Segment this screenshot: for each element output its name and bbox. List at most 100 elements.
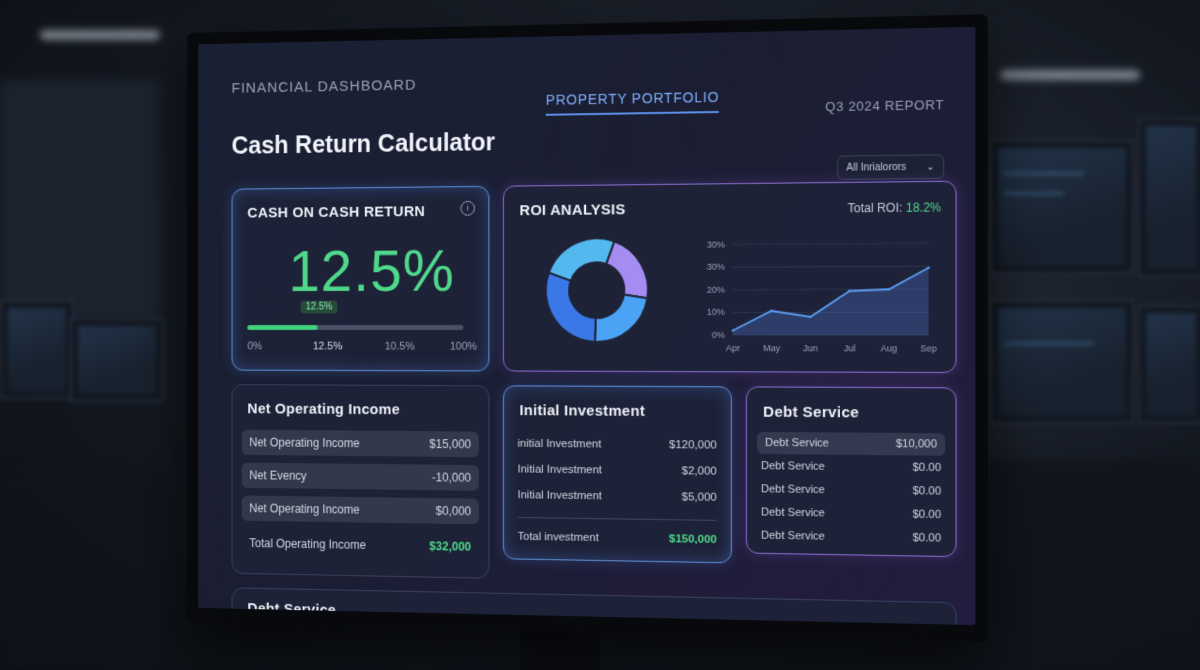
background-monitor <box>1138 305 1200 424</box>
y-tick-label: 10% <box>707 307 725 317</box>
debt-service-card: Debt Service Debt Service $10,000 Debt Se… <box>746 386 957 557</box>
row-label: Net Operating Income <box>249 496 359 523</box>
y-tick-label: 20% <box>707 285 725 295</box>
row-value: $5,000 <box>682 491 717 503</box>
report-label: Q3 2024 REPORT <box>825 97 944 114</box>
total-label: Total investment <box>518 531 599 544</box>
total-value: $32,000 <box>429 533 471 559</box>
x-tick-label: May <box>763 343 781 353</box>
total-value: $150,000 <box>669 533 717 546</box>
total-label: Total Operating Income <box>249 530 366 557</box>
background-monitor <box>990 140 1134 274</box>
debt-row: Debt Service $0.00 <box>761 460 941 474</box>
x-tick-label: Aug <box>881 343 898 353</box>
background-desk <box>985 460 1200 670</box>
noi-title: Net Operating Income <box>247 401 400 419</box>
row-value: $0.00 <box>913 508 941 521</box>
coc-value: 12.5% <box>288 236 454 304</box>
progress-tick: 100% <box>450 341 477 353</box>
row-label: Initial Investment <box>518 489 602 502</box>
debt-row: Debt Service $0.00 <box>761 530 941 545</box>
roi-chart: 0% 10% 20% 30% 30% Apr May Jun Jul Aug Sep <box>504 182 958 374</box>
row-value: $0.00 <box>913 485 941 498</box>
info-icon[interactable]: i <box>460 201 474 216</box>
row-label: Debt Service <box>761 530 825 543</box>
row-label: Net Operating Income <box>249 430 359 456</box>
debt-row: Debt Service $10,000 <box>757 432 945 456</box>
data-point <box>809 316 811 318</box>
data-point <box>848 290 850 292</box>
row-value: $15,000 <box>429 431 471 457</box>
noi-row: Net Operating Income $15,000 <box>242 430 479 458</box>
noi-row: Net Evency -10,000 <box>242 463 479 491</box>
row-value: $0,000 <box>436 498 471 524</box>
divider <box>518 517 717 521</box>
y-tick-label: 0% <box>712 330 725 340</box>
row-value: $2,000 <box>682 465 717 477</box>
cash-on-cash-card: CASH ON CASH RETURN i 12.5% 12.5% 0% 12.… <box>232 186 490 372</box>
area-fill <box>733 268 929 335</box>
x-tick-label: Jun <box>803 343 818 353</box>
background-monitor <box>1138 118 1200 277</box>
y-tick-label: 30% <box>707 239 725 249</box>
x-tick-label: Sep <box>920 343 937 353</box>
net-operating-income-card: Net Operating Income Net Operating Incom… <box>232 384 490 579</box>
debt-row: Debt Service $0.00 <box>761 506 941 521</box>
row-value: $0.00 <box>913 532 941 545</box>
page-title: Cash Return Calculator <box>232 128 496 160</box>
dropdown-value: All Inrialorors <box>846 162 906 174</box>
chevron-down-icon: ⌄ <box>926 155 935 180</box>
row-value: $10,000 <box>896 433 937 456</box>
donut-slice <box>546 272 596 341</box>
investment-total-row: Total investment $150,000 <box>518 531 717 546</box>
progress-tick: 12.5% <box>313 341 342 353</box>
data-point <box>732 329 734 331</box>
row-label: Debt Service <box>761 483 825 496</box>
background-monitor <box>990 300 1134 424</box>
investment-row: initial Investment $120,000 <box>518 438 717 452</box>
roi-analysis-card: ROI ANALYSIS Total ROI: 18.2% 0% 10% 20% 30… <box>503 181 957 373</box>
coc-progress-bar <box>247 325 463 330</box>
debt-service-bottom-card: Debt Service <box>232 587 957 625</box>
bottom-card-title: Debt Service <box>247 600 336 618</box>
row-label: initial Investment <box>518 438 602 451</box>
investment-row: Initial Investment $5,000 <box>518 489 717 504</box>
progress-tick: 0% <box>247 341 262 353</box>
ceiling-light <box>1000 70 1140 80</box>
investment-row: Initial Investment $2,000 <box>518 464 717 478</box>
dashboard-screen: FINANCIAL DASHBOARD PROPERTY PORTFOLIO Q… <box>198 27 975 625</box>
x-tick-label: Apr <box>726 343 740 353</box>
row-label: Net Evency <box>249 463 306 489</box>
tab-property-portfolio[interactable]: PROPERTY PORTFOLIO <box>546 89 720 116</box>
data-point <box>888 288 890 290</box>
row-label: Debt Service <box>761 460 825 473</box>
noi-total-row: Total Operating Income $32,000 <box>242 530 479 559</box>
ceiling-light <box>40 30 160 40</box>
debt-title: Debt Service <box>763 404 859 422</box>
coc-progress-fill <box>247 325 317 330</box>
donut-slice <box>606 241 648 298</box>
background-monitor <box>70 318 164 402</box>
investment-title: Initial Investment <box>519 402 645 420</box>
top-bar: FINANCIAL DASHBOARD PROPERTY PORTFOLIO Q… <box>232 66 945 115</box>
row-label: Initial Investment <box>518 464 602 477</box>
background-desk <box>0 470 160 670</box>
row-value: $120,000 <box>669 439 717 451</box>
background-monitor <box>0 300 74 399</box>
donut-slice <box>549 238 614 281</box>
monitor-stand <box>520 630 600 670</box>
debt-row: Debt Service $0.00 <box>761 483 941 497</box>
data-point <box>770 310 772 312</box>
background-wall <box>0 80 160 320</box>
row-value: -10,000 <box>432 465 471 491</box>
noi-row: Net Operating Income $0,000 <box>242 496 479 525</box>
progress-tooltip: 12.5% <box>301 301 337 314</box>
progress-tick: 10.5% <box>385 341 415 353</box>
row-label: Debt Service <box>765 432 829 455</box>
gridline <box>733 266 929 267</box>
data-point <box>927 267 929 269</box>
gridline <box>733 243 929 244</box>
brand-label: FINANCIAL DASHBOARD <box>232 77 417 97</box>
investor-filter-dropdown[interactable]: All Inrialorors ⌄ <box>837 154 944 180</box>
initial-investment-card: Initial Investment initial Investment $12… <box>503 385 732 563</box>
